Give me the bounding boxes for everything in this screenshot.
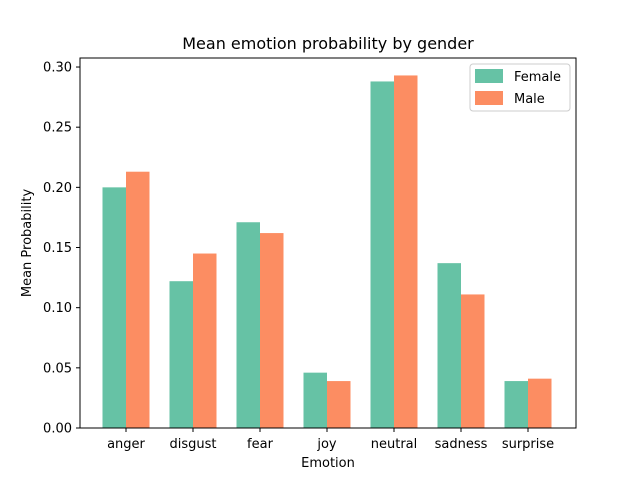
x-tick-label-disgust: disgust: [170, 437, 217, 452]
legend-label-male: Male: [514, 92, 545, 107]
bar-male-disgust: [193, 253, 217, 428]
y-tick-label: 0.10: [43, 301, 72, 316]
legend-swatch-male: [475, 91, 503, 105]
bar-female-sadness: [437, 263, 461, 428]
x-tick-label-sadness: sadness: [435, 437, 488, 452]
y-tick-label: 0.30: [43, 61, 72, 76]
bar-female-fear: [236, 222, 260, 428]
y-tick-label: 0.20: [43, 181, 72, 196]
x-axis-ticks: anger disgust fear joy neutral sadness surpris…: [107, 428, 554, 452]
bar-female-joy: [303, 372, 327, 428]
x-axis-label: Emotion: [301, 456, 355, 471]
x-tick-label-anger: anger: [107, 437, 145, 452]
x-tick-label-neutral: neutral: [371, 437, 418, 452]
bar-female-neutral: [370, 81, 394, 429]
bars-group: [102, 75, 552, 429]
bar-female-anger: [102, 187, 126, 428]
legend-swatch-female: [475, 69, 503, 83]
legend-label-female: Female: [514, 70, 561, 85]
x-tick-label-joy: joy: [316, 437, 337, 452]
y-axis-ticks: 0.00 0.05 0.10 0.15 0.20 0.25 0.30: [43, 61, 80, 437]
bar-male-anger: [126, 171, 150, 428]
bar-male-surprise: [528, 378, 552, 428]
bar-female-surprise: [504, 381, 528, 428]
bar-female-disgust: [169, 281, 193, 428]
y-axis-label: Mean Probability: [20, 189, 35, 298]
legend: Female Male: [469, 63, 571, 112]
plot-frame: [79, 57, 577, 429]
x-tick-label-fear: fear: [247, 437, 274, 452]
y-tick-label: 0.05: [43, 361, 72, 376]
bar-male-sadness: [461, 294, 485, 428]
bar-male-joy: [327, 381, 351, 428]
bar-male-neutral: [394, 75, 418, 429]
y-tick-label: 0.25: [43, 121, 72, 136]
y-tick-label: 0.00: [43, 422, 72, 437]
y-tick-label: 0.15: [43, 241, 72, 256]
bar-male-fear: [260, 233, 284, 428]
chart-title: Mean emotion probability by gender: [182, 34, 474, 53]
x-tick-label-surprise: surprise: [502, 437, 554, 452]
